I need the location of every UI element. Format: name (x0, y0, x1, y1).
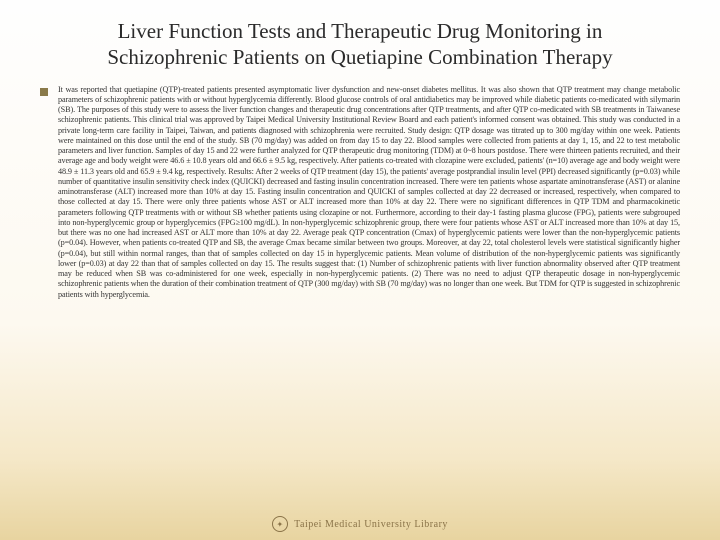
logo-icon: ✦ (272, 516, 288, 532)
content-row: It was reported that quetiapine (QTP)-tr… (40, 85, 680, 300)
bullet-icon (40, 88, 48, 96)
footer-logo: ✦ Taipei Medical University Library (272, 516, 448, 532)
footer: ✦ Taipei Medical University Library (0, 514, 720, 533)
slide-body-text: It was reported that quetiapine (QTP)-tr… (58, 85, 680, 300)
slide-title: Liver Function Tests and Therapeutic Dru… (40, 18, 680, 71)
library-name: Taipei Medical University Library (294, 519, 448, 530)
slide-container: Liver Function Tests and Therapeutic Dru… (0, 0, 720, 340)
